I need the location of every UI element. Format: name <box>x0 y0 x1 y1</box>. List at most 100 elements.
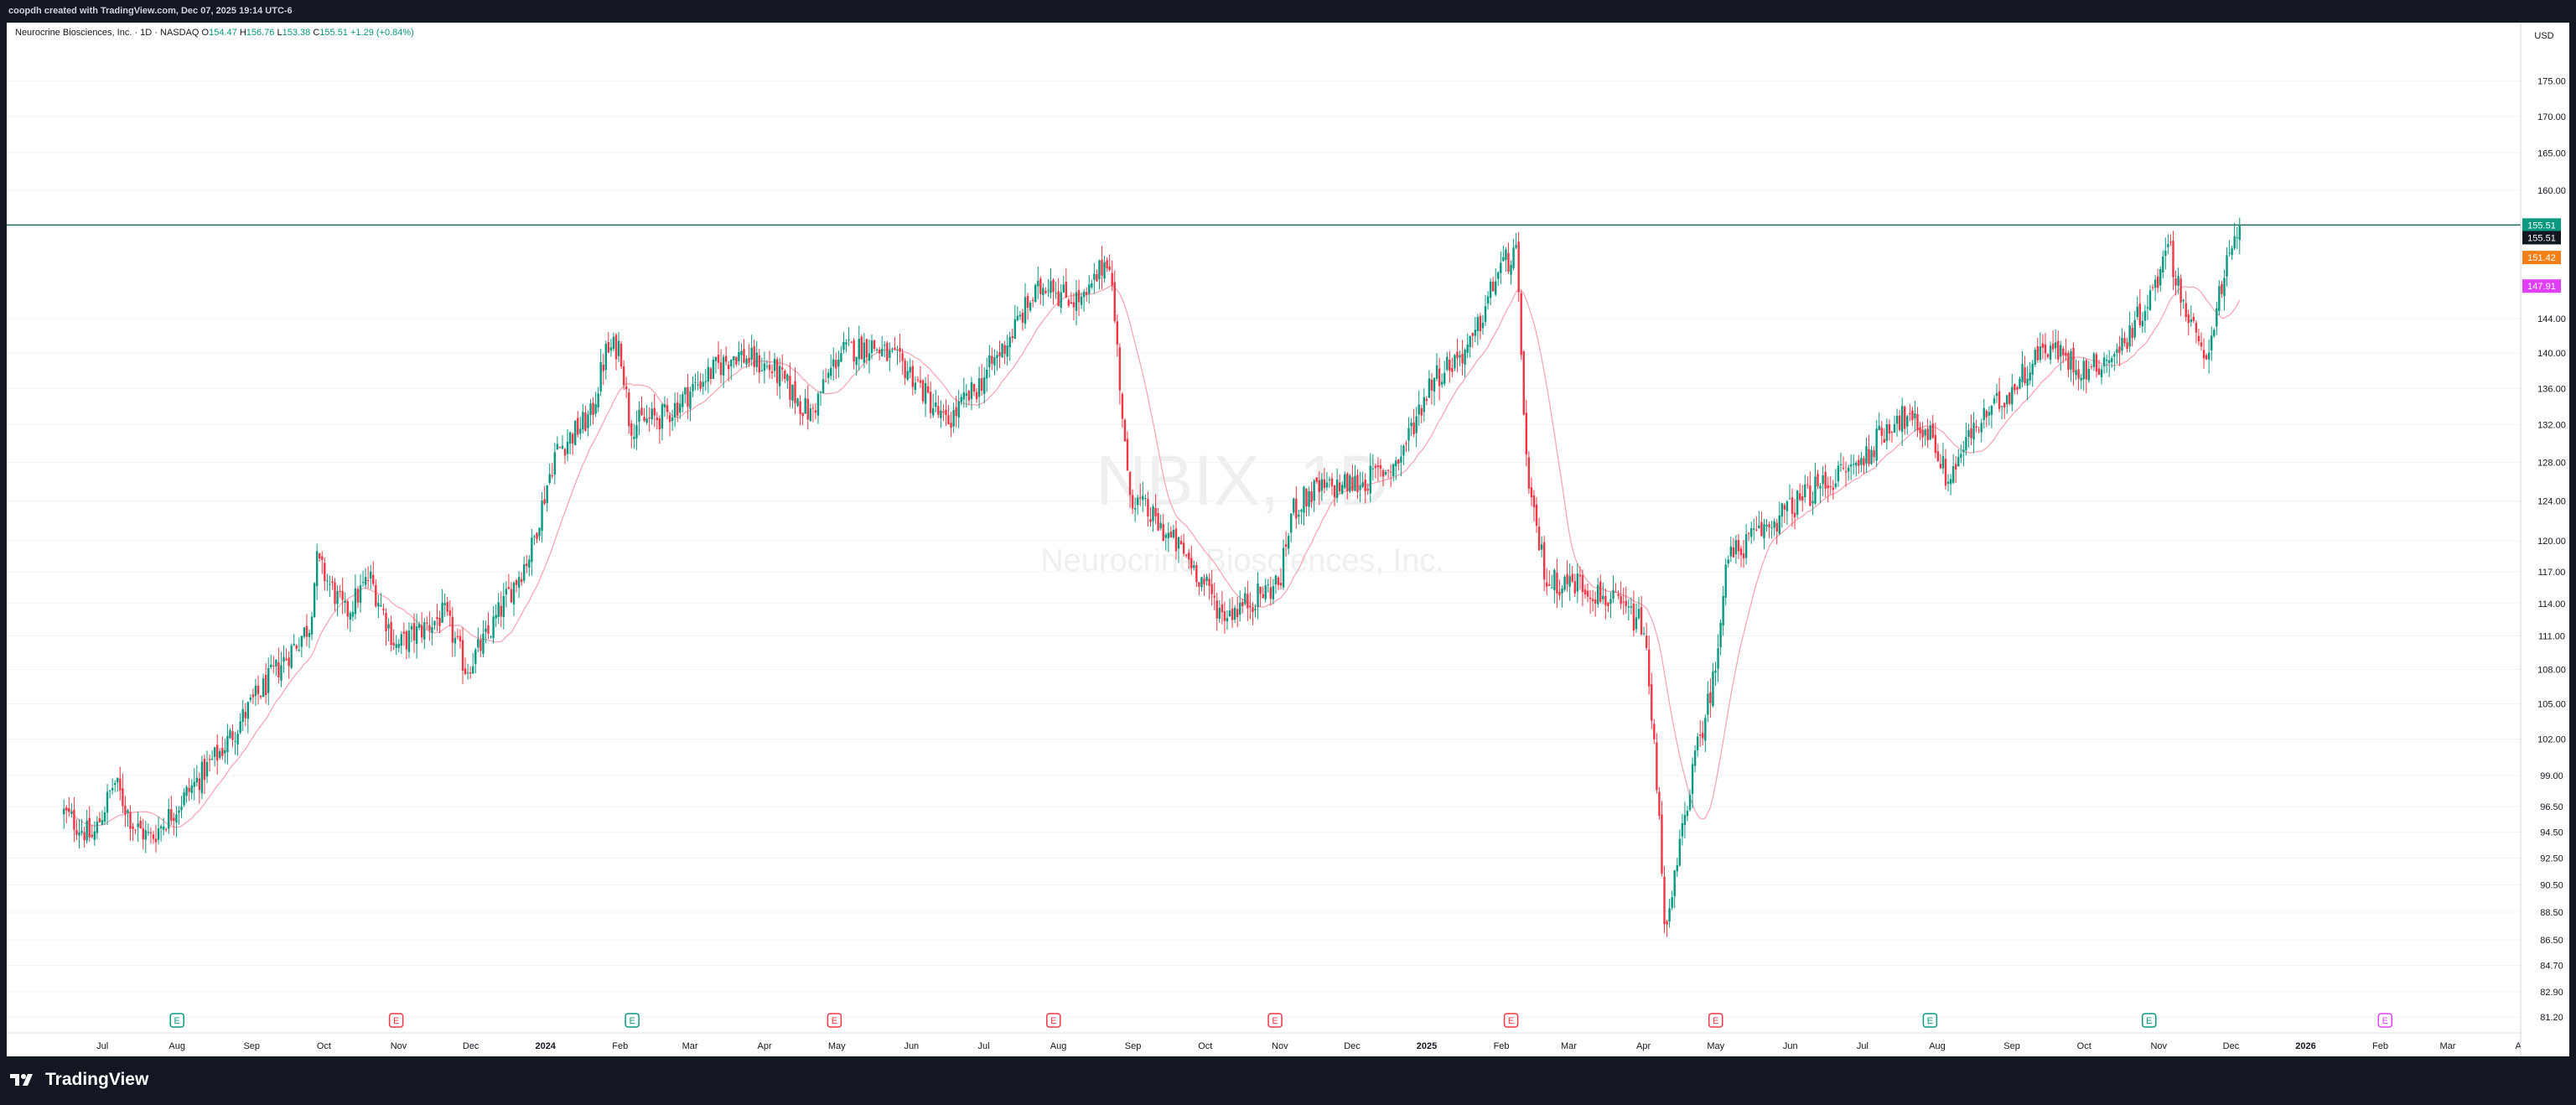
candle-body <box>1008 337 1011 348</box>
candle-body <box>886 342 889 361</box>
symbol-watermark: NBIX, 1D Neurocrine Biosciences, Inc. <box>1040 441 1444 578</box>
earnings-marker[interactable] <box>1708 1013 1723 1028</box>
candle-body <box>1305 488 1308 507</box>
candle-body <box>1433 377 1436 392</box>
candle-body <box>673 402 676 418</box>
candle-body <box>474 649 477 664</box>
candle-body <box>1919 427 1921 433</box>
chart-area[interactable]: NBIX, 1D Neurocrine Biosciences, Inc. E E… <box>7 23 2569 1056</box>
candle-body <box>1873 450 1875 458</box>
candle-body <box>1208 578 1210 586</box>
candle-body <box>1464 349 1466 365</box>
candle-body <box>1164 534 1167 538</box>
y-axis[interactable]: 175.00 170.00 165.00 160.00 144.00 140.00 136.… <box>2537 77 2566 1023</box>
x-tick-label: Oct <box>2077 1041 2091 1051</box>
candle-body <box>827 372 830 378</box>
x-tick-label: Oct <box>1198 1041 1212 1051</box>
candle-body <box>633 436 635 439</box>
candle-body <box>2202 350 2205 359</box>
candle-body <box>2223 278 2226 297</box>
candle-body <box>1108 266 1111 270</box>
candle-body <box>2019 378 2021 389</box>
earnings-marker[interactable] <box>1922 1013 1938 1028</box>
candle-body <box>2067 353 2070 371</box>
candle-body <box>203 759 206 781</box>
candle-body <box>1683 815 1687 826</box>
x-tick-label: Feb <box>1494 1041 1510 1051</box>
candle-body <box>2172 241 2174 278</box>
candle-body <box>635 425 638 439</box>
candle-body <box>768 365 771 371</box>
candle-body <box>495 615 497 619</box>
price-chart[interactable]: NBIX, 1D Neurocrine Biosciences, Inc. E E… <box>7 23 2569 1056</box>
candle-body <box>1615 591 1617 593</box>
candle-body <box>2159 269 2162 286</box>
earnings-label: E <box>174 1016 180 1026</box>
candle-body <box>1645 636 1648 648</box>
earnings-marker[interactable] <box>1267 1013 1283 1028</box>
earnings-marker[interactable] <box>1046 1013 1061 1028</box>
candle-body <box>1050 281 1052 293</box>
candle-body <box>1495 281 1497 295</box>
candle-body <box>806 398 809 420</box>
candle-body <box>970 381 973 399</box>
earnings-marker[interactable] <box>2377 1013 2393 1028</box>
candle-body <box>1995 392 1998 397</box>
candle-body <box>1553 569 1556 590</box>
candle-body <box>2148 290 2152 311</box>
earnings-marker[interactable] <box>388 1013 404 1028</box>
candle-body <box>1123 419 1127 442</box>
earnings-marker[interactable] <box>1503 1013 1519 1028</box>
candle-body <box>921 380 925 402</box>
earnings-marker[interactable] <box>169 1013 184 1028</box>
candle-body <box>1890 431 1894 433</box>
candle-body <box>945 409 947 416</box>
earnings-label: E <box>2146 1016 2152 1026</box>
candle-body <box>178 810 180 813</box>
candle-body <box>1988 412 1991 416</box>
candle-body <box>1780 503 1784 517</box>
currency-label: USD <box>2534 31 2553 41</box>
y-tick-label: 120.00 <box>2537 537 2566 547</box>
candle-body <box>1139 497 1142 499</box>
x-tick-label: Nov <box>2150 1041 2167 1051</box>
x-tick-label: Feb <box>612 1041 628 1051</box>
candle-body <box>2128 324 2131 347</box>
candle-body <box>1298 514 1300 517</box>
candle-body <box>1975 426 1977 428</box>
candle-body <box>824 381 827 382</box>
symbol-legend[interactable]: Neurocrine Biosciences, Inc. · 1D · NASD… <box>15 28 414 38</box>
x-axis[interactable]: Jul Aug Sep Oct Nov Dec 2024 Feb Mar Apr May Jun Jul… <box>96 1041 2530 1051</box>
candle-body <box>1489 281 1492 298</box>
candle-body <box>1293 498 1295 513</box>
candle-body <box>198 778 201 791</box>
candle-body <box>996 355 998 359</box>
candle-body <box>1637 609 1640 619</box>
candle-body <box>1267 584 1269 586</box>
earnings-marker[interactable] <box>625 1013 640 1028</box>
candle-body <box>1651 684 1653 721</box>
candle-body <box>1548 584 1551 586</box>
candle-body <box>796 398 799 407</box>
candle-body <box>952 410 955 427</box>
candle-body <box>382 609 385 610</box>
tradingview-logo[interactable]: TradingView <box>10 1070 148 1090</box>
candle-body <box>914 382 917 391</box>
candle-body <box>1895 415 1899 424</box>
earnings-marker[interactable] <box>2142 1013 2157 1028</box>
candle-body <box>763 363 766 371</box>
candle-body <box>1415 416 1418 433</box>
candle-body <box>733 355 735 361</box>
candle-body <box>1842 467 1845 469</box>
candle-body <box>2070 350 2072 370</box>
candle-body <box>205 761 209 777</box>
candle-body <box>640 407 643 416</box>
candle-body <box>556 444 559 450</box>
candle-body <box>137 823 139 827</box>
earnings-marker[interactable] <box>827 1013 842 1028</box>
candle-body <box>290 646 293 668</box>
candle-body <box>1977 429 1980 431</box>
candle-body <box>1737 540 1740 552</box>
candle-body <box>2024 367 2026 383</box>
candle-body <box>2207 352 2211 360</box>
